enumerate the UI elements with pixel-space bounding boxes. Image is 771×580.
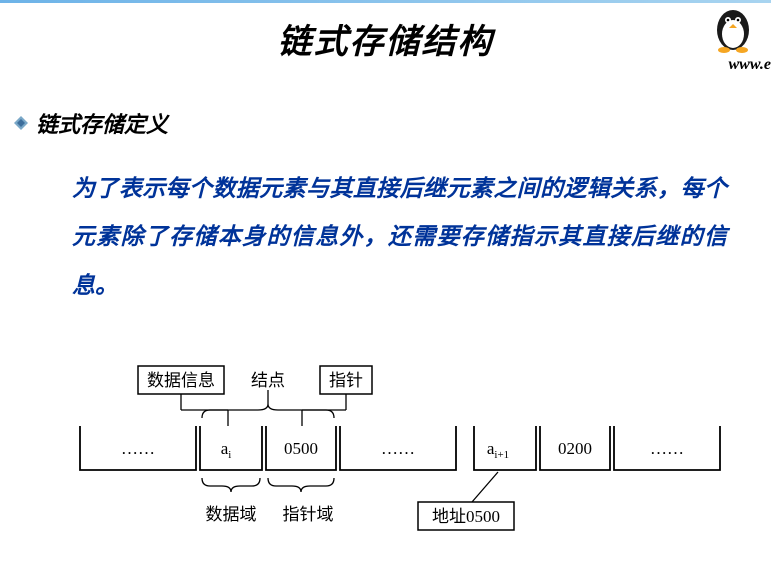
cell-ptr2: 0200 <box>558 439 592 458</box>
section-header: 链式存储定义 <box>14 107 771 139</box>
cell-dots-3: …… <box>650 439 684 458</box>
cell-ptr1: 0500 <box>284 439 318 458</box>
cell-ai: ai <box>221 439 232 461</box>
label-pointer: 指针 <box>329 371 363 390</box>
label-node: 结点 <box>251 371 285 390</box>
label-pointer-field: 指针域 <box>283 505 334 524</box>
url-fragment: www.e <box>728 56 771 74</box>
section-title: 链式存储定义 <box>36 107 168 139</box>
cell-dots-2: …… <box>381 439 415 458</box>
label-address: 地址0500 <box>432 507 500 526</box>
linked-storage-diagram: 数据信息 结点 指针 …… ai 0500 …… ai+1 <box>68 360 728 560</box>
label-data-field: 数据域 <box>206 505 257 524</box>
label-data-info: 数据信息 <box>147 371 215 390</box>
definition-body: 为了表示每个数据元素与其直接后继元素之间的逻辑关系，每个元素除了存储本身的信息外… <box>72 165 727 310</box>
penguin-mascot <box>709 2 757 54</box>
page-title: 链式存储结构 <box>0 0 771 63</box>
cell-ai1: ai+1 <box>487 439 509 461</box>
top-stripe <box>0 0 771 3</box>
diamond-bullet-icon <box>14 116 28 130</box>
cell-dots-1: …… <box>121 439 155 458</box>
